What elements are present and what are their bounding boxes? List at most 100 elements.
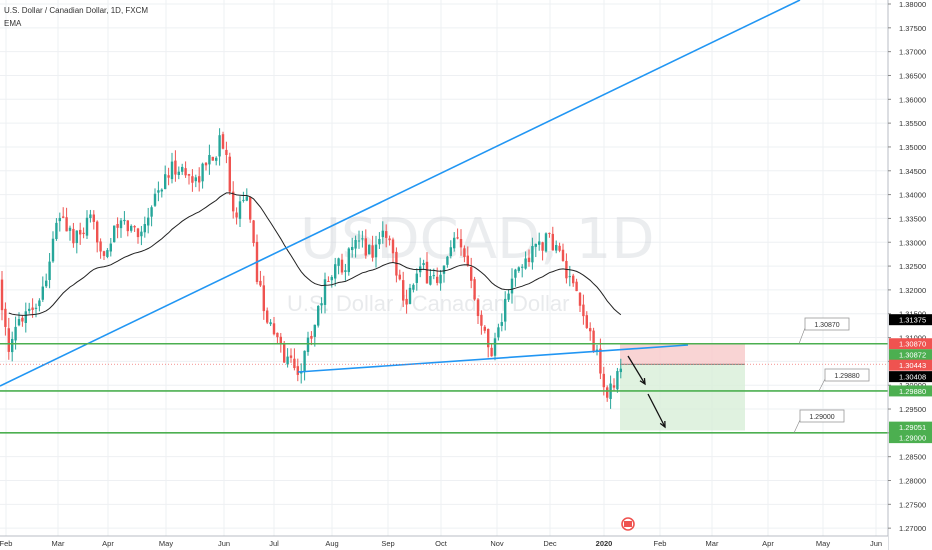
candle-body — [449, 247, 452, 257]
candle-body — [153, 193, 157, 206]
candle — [334, 257, 337, 287]
candle-body — [544, 233, 548, 252]
candle — [317, 305, 320, 328]
price-tick-label: 1.33000 — [899, 238, 926, 247]
candle — [476, 298, 480, 325]
candle-body — [208, 155, 211, 165]
candle-body — [538, 241, 541, 245]
candle — [340, 253, 344, 275]
candle-body — [480, 314, 483, 326]
candle — [327, 276, 330, 282]
price-axis[interactable]: 1.38000 1.37500 1.37000 1.36500 1.36000 1.355… — [887, 0, 932, 550]
price-tick-label: 1.33500 — [899, 214, 926, 223]
candle-body — [558, 245, 561, 251]
candle — [106, 248, 109, 259]
candle — [412, 283, 415, 293]
candle-body — [249, 197, 252, 220]
short-position-zones[interactable] — [620, 343, 745, 431]
price-tag-label: 1.29000 — [899, 434, 926, 443]
candle-body — [585, 315, 588, 328]
candle — [283, 340, 286, 363]
candle — [371, 235, 374, 262]
callout-pointer — [798, 327, 806, 344]
price-tick-label: 1.27500 — [899, 500, 926, 509]
candle-body — [575, 281, 578, 292]
candle — [34, 303, 38, 318]
time-tick-label: Mar — [706, 539, 719, 548]
candle — [225, 141, 228, 164]
candle-body — [354, 239, 357, 249]
candle-body — [225, 149, 228, 155]
candle — [58, 212, 61, 232]
candle-body — [109, 243, 112, 252]
candle-body — [527, 257, 531, 263]
candle — [4, 302, 7, 336]
candle-body — [371, 245, 374, 258]
projection-arrow — [627, 355, 646, 385]
candle — [293, 348, 296, 371]
candle — [391, 237, 395, 263]
price-tick-label: 1.37000 — [899, 48, 926, 57]
price-tag — [889, 385, 932, 397]
candle-body — [14, 326, 17, 341]
candle-body — [531, 246, 534, 263]
time-tick-label: Feb — [0, 539, 12, 548]
candle-body — [28, 308, 31, 311]
drawings-layer[interactable]: 1.30870 1.29880 1.29000 — [0, 0, 888, 434]
candle-body — [24, 311, 27, 324]
candle — [507, 289, 510, 302]
candle-body — [228, 156, 231, 192]
candle-body — [453, 237, 456, 249]
time-axis[interactable]: Feb Mar Apr May Jun Jul Aug Sep Oct Nov Dec 2020 Feb… — [0, 517, 888, 550]
candle-body — [442, 265, 446, 274]
candle-body — [483, 326, 486, 331]
candle-body — [92, 214, 95, 222]
candle-body — [79, 229, 82, 235]
candle — [72, 222, 75, 248]
candle — [466, 246, 469, 267]
candle-body — [487, 328, 490, 348]
candle — [582, 294, 585, 325]
candle-body — [194, 177, 197, 182]
candle — [17, 312, 21, 327]
candle-body — [283, 342, 286, 363]
candle — [493, 332, 497, 361]
candle-body — [157, 190, 160, 193]
candle-body — [578, 292, 582, 306]
level-callout-label: 1.30870 — [814, 322, 839, 329]
candle-body — [82, 232, 85, 235]
candle — [286, 348, 289, 368]
candle-body — [310, 335, 313, 339]
candle — [480, 310, 483, 335]
candle — [279, 332, 282, 353]
price-tag-label: 1.29880 — [899, 387, 926, 396]
candle — [357, 230, 361, 249]
candle-body — [347, 248, 350, 273]
candle-body — [303, 350, 306, 373]
candle — [252, 219, 255, 247]
time-tick-label: Apr — [762, 539, 774, 548]
candle-body — [55, 222, 58, 240]
candle-body — [616, 371, 619, 390]
time-tick-label: May — [159, 539, 173, 548]
candle-body — [368, 244, 371, 255]
candle-body — [51, 238, 55, 262]
price-tag — [889, 421, 932, 433]
level-callout-label: 1.29000 — [809, 414, 834, 421]
candle-body — [357, 240, 361, 242]
candle-body — [130, 225, 133, 231]
candle-body — [293, 358, 296, 369]
candle — [599, 338, 602, 380]
candle-body — [147, 217, 150, 226]
candle-body — [85, 217, 89, 236]
candle-body — [412, 284, 415, 290]
candle — [136, 227, 140, 244]
candle — [453, 232, 456, 252]
ema-indicator-label: EMA — [4, 19, 22, 28]
candle — [68, 225, 72, 241]
time-tick-label: Jun — [218, 539, 230, 548]
candle — [99, 238, 102, 259]
candle-body — [612, 385, 616, 388]
candle — [177, 166, 180, 180]
